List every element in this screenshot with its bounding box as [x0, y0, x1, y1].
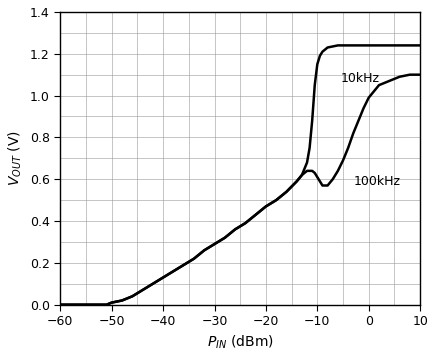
Text: 10kHz: 10kHz	[340, 72, 378, 85]
Y-axis label: $V_{OUT}$ (V): $V_{OUT}$ (V)	[7, 130, 24, 187]
Text: 100kHz: 100kHz	[352, 175, 399, 188]
X-axis label: $P_{IN}$ (dBm): $P_{IN}$ (dBm)	[206, 334, 273, 351]
